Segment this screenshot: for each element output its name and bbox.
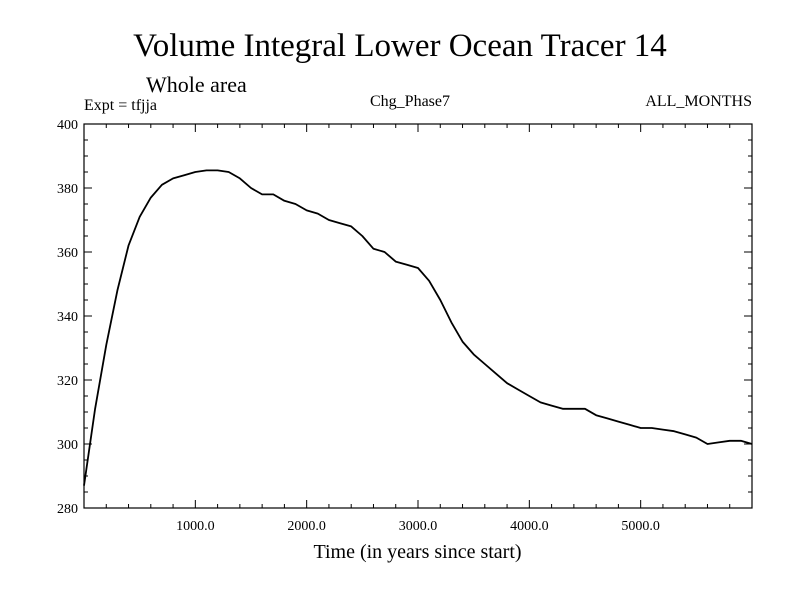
series-line bbox=[83, 169, 753, 486]
months-label: ALL_MONTHS bbox=[645, 93, 752, 110]
x-tick-label: 3000.0 bbox=[399, 519, 438, 534]
plot-frame bbox=[83, 123, 753, 509]
phase-label: Chg_Phase7 bbox=[370, 93, 450, 110]
y-tick-label: 320 bbox=[57, 374, 78, 389]
x-tick-label: 1000.0 bbox=[176, 519, 215, 534]
chart-title: Volume Integral Lower Ocean Tracer 14 bbox=[133, 28, 667, 64]
y-tick-label: 280 bbox=[57, 502, 78, 517]
x-tick-label: 5000.0 bbox=[621, 519, 660, 534]
experiment-label: Expt = tfjja bbox=[84, 97, 158, 114]
y-tick-label: 340 bbox=[57, 310, 78, 325]
y-tick-label: 380 bbox=[57, 182, 78, 197]
y-tick-label: 300 bbox=[57, 438, 78, 453]
x-tick-label: 2000.0 bbox=[287, 519, 326, 534]
x-tick-label: 4000.0 bbox=[510, 519, 549, 534]
chart-subtitle: Whole area bbox=[146, 72, 247, 97]
x-axis-label: Time (in years since start) bbox=[313, 541, 522, 563]
y-tick-label: 360 bbox=[57, 246, 78, 261]
y-tick-label: 400 bbox=[57, 118, 78, 133]
